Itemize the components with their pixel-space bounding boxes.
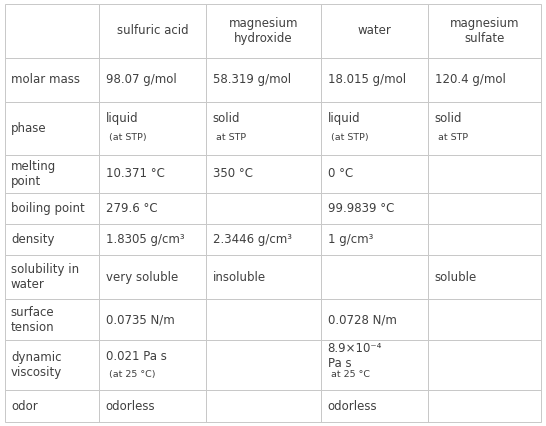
Text: boiling point: boiling point <box>11 202 85 215</box>
Bar <box>428 255 541 299</box>
Bar <box>428 224 541 255</box>
Text: odorless: odorless <box>328 400 377 412</box>
Text: 99.9839 °C: 99.9839 °C <box>328 202 394 215</box>
Bar <box>5 224 99 255</box>
Bar <box>321 193 428 224</box>
Bar <box>428 58 541 101</box>
Text: 10.371 °C: 10.371 °C <box>106 167 164 180</box>
Text: solid: solid <box>213 112 240 125</box>
Bar <box>99 58 206 101</box>
Bar <box>5 390 99 422</box>
Text: 58.319 g/mol: 58.319 g/mol <box>213 73 291 86</box>
Bar <box>428 101 541 155</box>
Bar <box>5 340 99 390</box>
Bar <box>99 390 206 422</box>
Bar <box>5 58 99 101</box>
Bar <box>99 155 206 193</box>
Bar <box>99 340 206 390</box>
Bar <box>428 4 541 58</box>
Bar <box>206 193 321 224</box>
Bar <box>321 224 428 255</box>
Text: solid: solid <box>435 112 462 125</box>
Bar <box>99 299 206 340</box>
Bar <box>206 299 321 340</box>
Text: 98.07 g/mol: 98.07 g/mol <box>106 73 176 86</box>
Bar <box>5 193 99 224</box>
Bar <box>99 255 206 299</box>
Text: 350 °C: 350 °C <box>213 167 253 180</box>
Text: molar mass: molar mass <box>11 73 80 86</box>
Bar <box>321 58 428 101</box>
Bar <box>428 299 541 340</box>
Bar <box>321 390 428 422</box>
Text: liquid: liquid <box>106 112 138 125</box>
Text: at STP: at STP <box>438 133 468 142</box>
Text: density: density <box>11 233 55 246</box>
Text: (at STP): (at STP) <box>109 133 146 142</box>
Text: very soluble: very soluble <box>106 271 178 284</box>
Text: 8.9×10⁻⁴
Pa s: 8.9×10⁻⁴ Pa s <box>328 342 382 370</box>
Bar <box>99 224 206 255</box>
Bar <box>321 255 428 299</box>
Text: 0 °C: 0 °C <box>328 167 353 180</box>
Bar <box>206 58 321 101</box>
Text: 1 g/cm³: 1 g/cm³ <box>328 233 373 246</box>
Text: 2.3446 g/cm³: 2.3446 g/cm³ <box>213 233 292 246</box>
Bar <box>321 155 428 193</box>
Bar <box>99 101 206 155</box>
Bar <box>206 155 321 193</box>
Text: insoluble: insoluble <box>213 271 266 284</box>
Text: dynamic
viscosity: dynamic viscosity <box>11 351 62 379</box>
Text: magnesium
hydroxide: magnesium hydroxide <box>229 17 298 45</box>
Text: odorless: odorless <box>106 400 155 412</box>
Text: at STP: at STP <box>216 133 246 142</box>
Text: soluble: soluble <box>435 271 477 284</box>
Bar <box>5 101 99 155</box>
Text: sulfuric acid: sulfuric acid <box>117 24 188 37</box>
Text: 18.015 g/mol: 18.015 g/mol <box>328 73 406 86</box>
Text: surface
tension: surface tension <box>11 306 55 334</box>
Bar <box>206 340 321 390</box>
Bar <box>428 390 541 422</box>
Bar <box>428 340 541 390</box>
Text: liquid: liquid <box>328 112 360 125</box>
Text: 120.4 g/mol: 120.4 g/mol <box>435 73 506 86</box>
Bar <box>321 4 428 58</box>
Bar <box>428 155 541 193</box>
Text: solubility in
water: solubility in water <box>11 263 79 291</box>
Bar <box>428 193 541 224</box>
Bar <box>321 340 428 390</box>
Bar <box>99 193 206 224</box>
Bar <box>321 101 428 155</box>
Text: melting
point: melting point <box>11 160 56 188</box>
Text: 0.021 Pa s: 0.021 Pa s <box>106 350 167 363</box>
Text: (at 25 °C): (at 25 °C) <box>109 370 156 379</box>
Bar <box>206 4 321 58</box>
Bar <box>5 255 99 299</box>
Bar <box>5 155 99 193</box>
Bar <box>5 299 99 340</box>
Text: 279.6 °C: 279.6 °C <box>106 202 157 215</box>
Text: odor: odor <box>11 400 38 412</box>
Bar <box>321 299 428 340</box>
Bar <box>5 4 99 58</box>
Text: (at STP): (at STP) <box>331 133 369 142</box>
Text: 0.0728 N/m: 0.0728 N/m <box>328 313 396 326</box>
Text: at 25 °C: at 25 °C <box>331 370 370 379</box>
Text: magnesium
sulfate: magnesium sulfate <box>449 17 519 45</box>
Text: phase: phase <box>11 122 46 135</box>
Bar <box>206 390 321 422</box>
Bar <box>99 4 206 58</box>
Bar <box>206 255 321 299</box>
Text: water: water <box>358 24 391 37</box>
Text: 1.8305 g/cm³: 1.8305 g/cm³ <box>106 233 185 246</box>
Bar <box>206 101 321 155</box>
Text: 0.0735 N/m: 0.0735 N/m <box>106 313 174 326</box>
Bar <box>206 224 321 255</box>
